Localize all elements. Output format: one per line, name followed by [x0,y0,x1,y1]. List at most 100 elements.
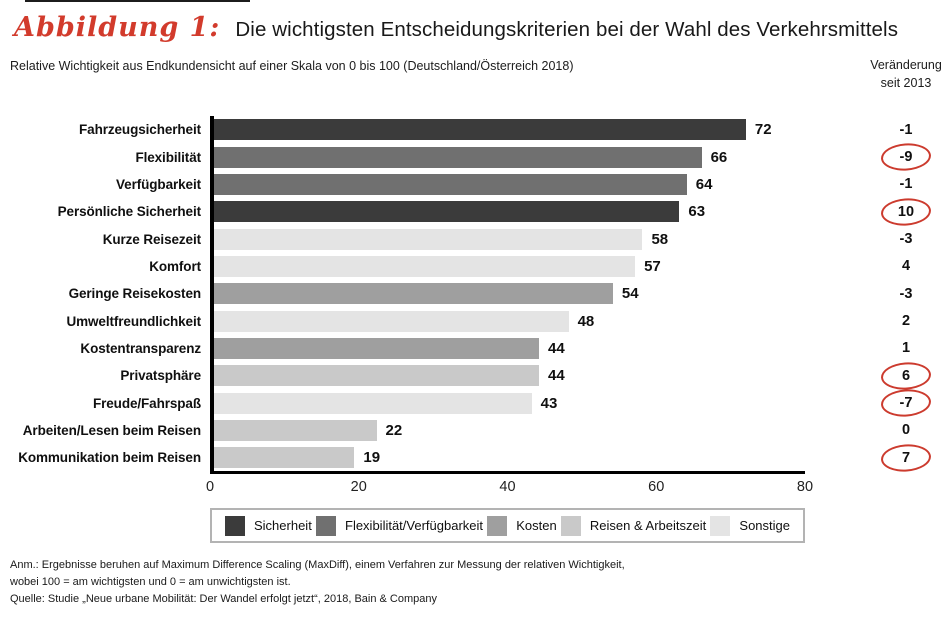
x-tick-label: 20 [350,479,367,496]
chart-row: Kostentransparenz 44 1 [0,334,950,363]
bar-track: 58 [210,225,805,253]
legend-item: Kosten [487,515,557,536]
change-cell: 7 [805,442,950,474]
change-value: -3 [899,285,913,302]
x-axis-ticks: 0 20 40 60 80 [206,479,813,499]
legend-swatch [710,515,731,536]
bar-track: 48 [210,307,805,335]
category-label: Kurze Reisezeit [102,231,201,247]
value-label: 43 [540,394,558,412]
change-value: 7 [878,442,934,474]
value-label: 58 [651,230,669,248]
value-label: 44 [548,339,565,357]
subtitle-row: Relative Wichtigkeit aus Endkundensicht … [0,57,950,92]
legend-label: Flexibilität/Verfügbarkeit [345,518,484,534]
highlight-circle-annotation [880,442,932,474]
value-label: 48 [577,312,595,330]
change-header-line-2: seit 2013 [880,75,932,90]
highlight-circle-annotation [880,360,932,391]
change-value: -7 [878,387,934,419]
value-label: 63 [688,203,706,221]
legend-item: Flexibilität/Verfügbarkeit [316,515,484,536]
legend: Sicherheit Flexibilität/Verfügbarkeit Kost… [210,508,805,544]
highlight-circle-annotation [880,387,932,419]
legend-label: Reisen & Arbeitszeit [589,518,707,534]
bar [214,146,702,168]
bar-track: 22 [210,416,805,445]
change-cell: 6 [805,360,950,391]
bar [214,337,540,359]
category-label: Geringe Reisekosten [68,286,202,302]
legend-label: Sonstige [739,518,790,534]
bar [214,365,540,387]
chart-row: Kurze Reisezeit 58 -3 [0,225,950,253]
change-value: 0 [901,422,911,439]
change-cell: 2 [805,307,950,334]
chart-row: Arbeiten/Lesen beim Reisen 22 0 [0,416,950,445]
bar [214,392,532,414]
bar-track: 72 [210,116,805,144]
change-value: -1 [899,121,913,138]
change-value: -1 [899,176,913,193]
bar-track: 64 [210,170,805,199]
top-rule [25,0,250,2]
category-label: Fahrzeugsicherheit [79,122,201,138]
x-tick-label: 0 [205,479,215,496]
chart-row: Privatsphäre 44 6 [0,360,950,391]
change-cell: 1 [805,335,950,362]
figure-header: Abbildung 1: Die wichtigsten Entscheidun… [0,0,950,43]
figure-label: Abbildung 1: [14,12,221,43]
change-cell: 0 [805,417,950,444]
change-cell: 10 [805,196,950,227]
legend-item: Sicherheit [225,515,312,536]
change-cell: -1 [805,116,950,143]
chart-row: Fahrzeugsicherheit 72 -1 [0,116,950,144]
change-value: 6 [878,360,934,391]
change-value: 2 [901,313,911,330]
footnote-line-1: Anm.: Ergebnisse beruhen auf Maximum Dif… [10,559,625,572]
category-label: Flexibilität [135,149,201,165]
footnote-line-3: Quelle: Studie „Neue urbane Mobilität: D… [10,593,437,606]
x-axis-line [210,471,805,475]
bar-track: 63 [210,198,805,226]
change-value: 1 [901,340,911,357]
chart-row: Persönliche Sicherheit 63 10 [0,196,950,227]
value-label: 66 [710,148,728,166]
change-value: 4 [901,258,911,275]
change-header-line-1: Veränderung [870,58,942,72]
change-cell: -3 [805,280,950,307]
value-label: 57 [644,257,661,275]
bar-track: 44 [210,334,805,363]
bar [214,201,680,223]
value-label: 54 [621,285,639,303]
value-label: 22 [385,421,403,439]
category-label: Persönliche Sicherheit [57,204,201,220]
change-cell: 4 [805,253,950,280]
change-column-header-text: Veränderung seit 2013 [861,57,950,92]
category-label: Komfort [149,258,201,274]
legend-swatch [225,515,245,536]
value-label: 64 [695,175,713,193]
x-tick-label: 60 [648,479,665,496]
change-value: 10 [878,196,934,227]
chart-subtitle: Relative Wichtigkeit aus Endkundensicht … [10,59,574,73]
category-label: Arbeiten/Lesen beim Reisen [22,422,201,438]
bar-track: 66 [210,143,805,171]
footnotes: Anm.: Ergebnisse beruhen auf Maximum Dif… [10,557,950,608]
x-tick-label: 40 [499,479,516,496]
chart-row: Kommunikation beim Reisen 19 7 [0,442,950,474]
bar [214,228,643,250]
chart-row: Komfort 57 4 [0,252,950,281]
chart-row: Verfügbarkeit 64 -1 [0,170,950,199]
bar-chart: Fahrzeugsicherheit 72 -1 Flexibilität 66 -9 Ve… [0,116,950,474]
bar [214,173,687,195]
category-label: Verfügbarkeit [116,176,201,192]
legend-label: Kosten [516,518,557,534]
bar [214,119,746,141]
category-label: Kommunikation beim Reisen [18,450,201,466]
bar [214,283,613,305]
chart-row: Geringe Reisekosten 54 -3 [0,280,950,308]
bar-track: 19 [210,444,805,472]
legend-item: Reisen & Arbeitszeit [560,515,707,536]
chart-row: Umweltfreundlichkeit 48 2 [0,307,950,335]
